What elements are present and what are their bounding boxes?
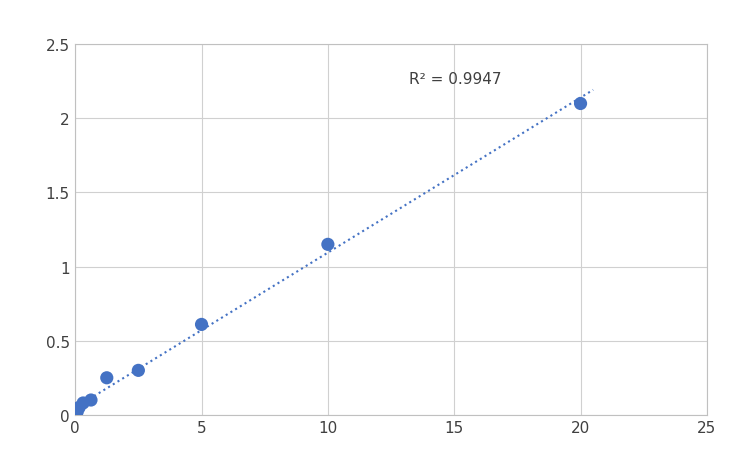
Point: [69, 411, 81, 419]
Point: [196, 321, 208, 328]
Text: R² = 0.9947: R² = 0.9947: [409, 72, 502, 87]
Point: [101, 374, 113, 382]
Point: [575, 101, 587, 108]
Point: [73, 404, 85, 411]
Point: [322, 241, 334, 249]
Point: [77, 400, 89, 407]
Point: [71, 408, 83, 415]
Point: [85, 396, 97, 404]
Point: [132, 367, 144, 374]
